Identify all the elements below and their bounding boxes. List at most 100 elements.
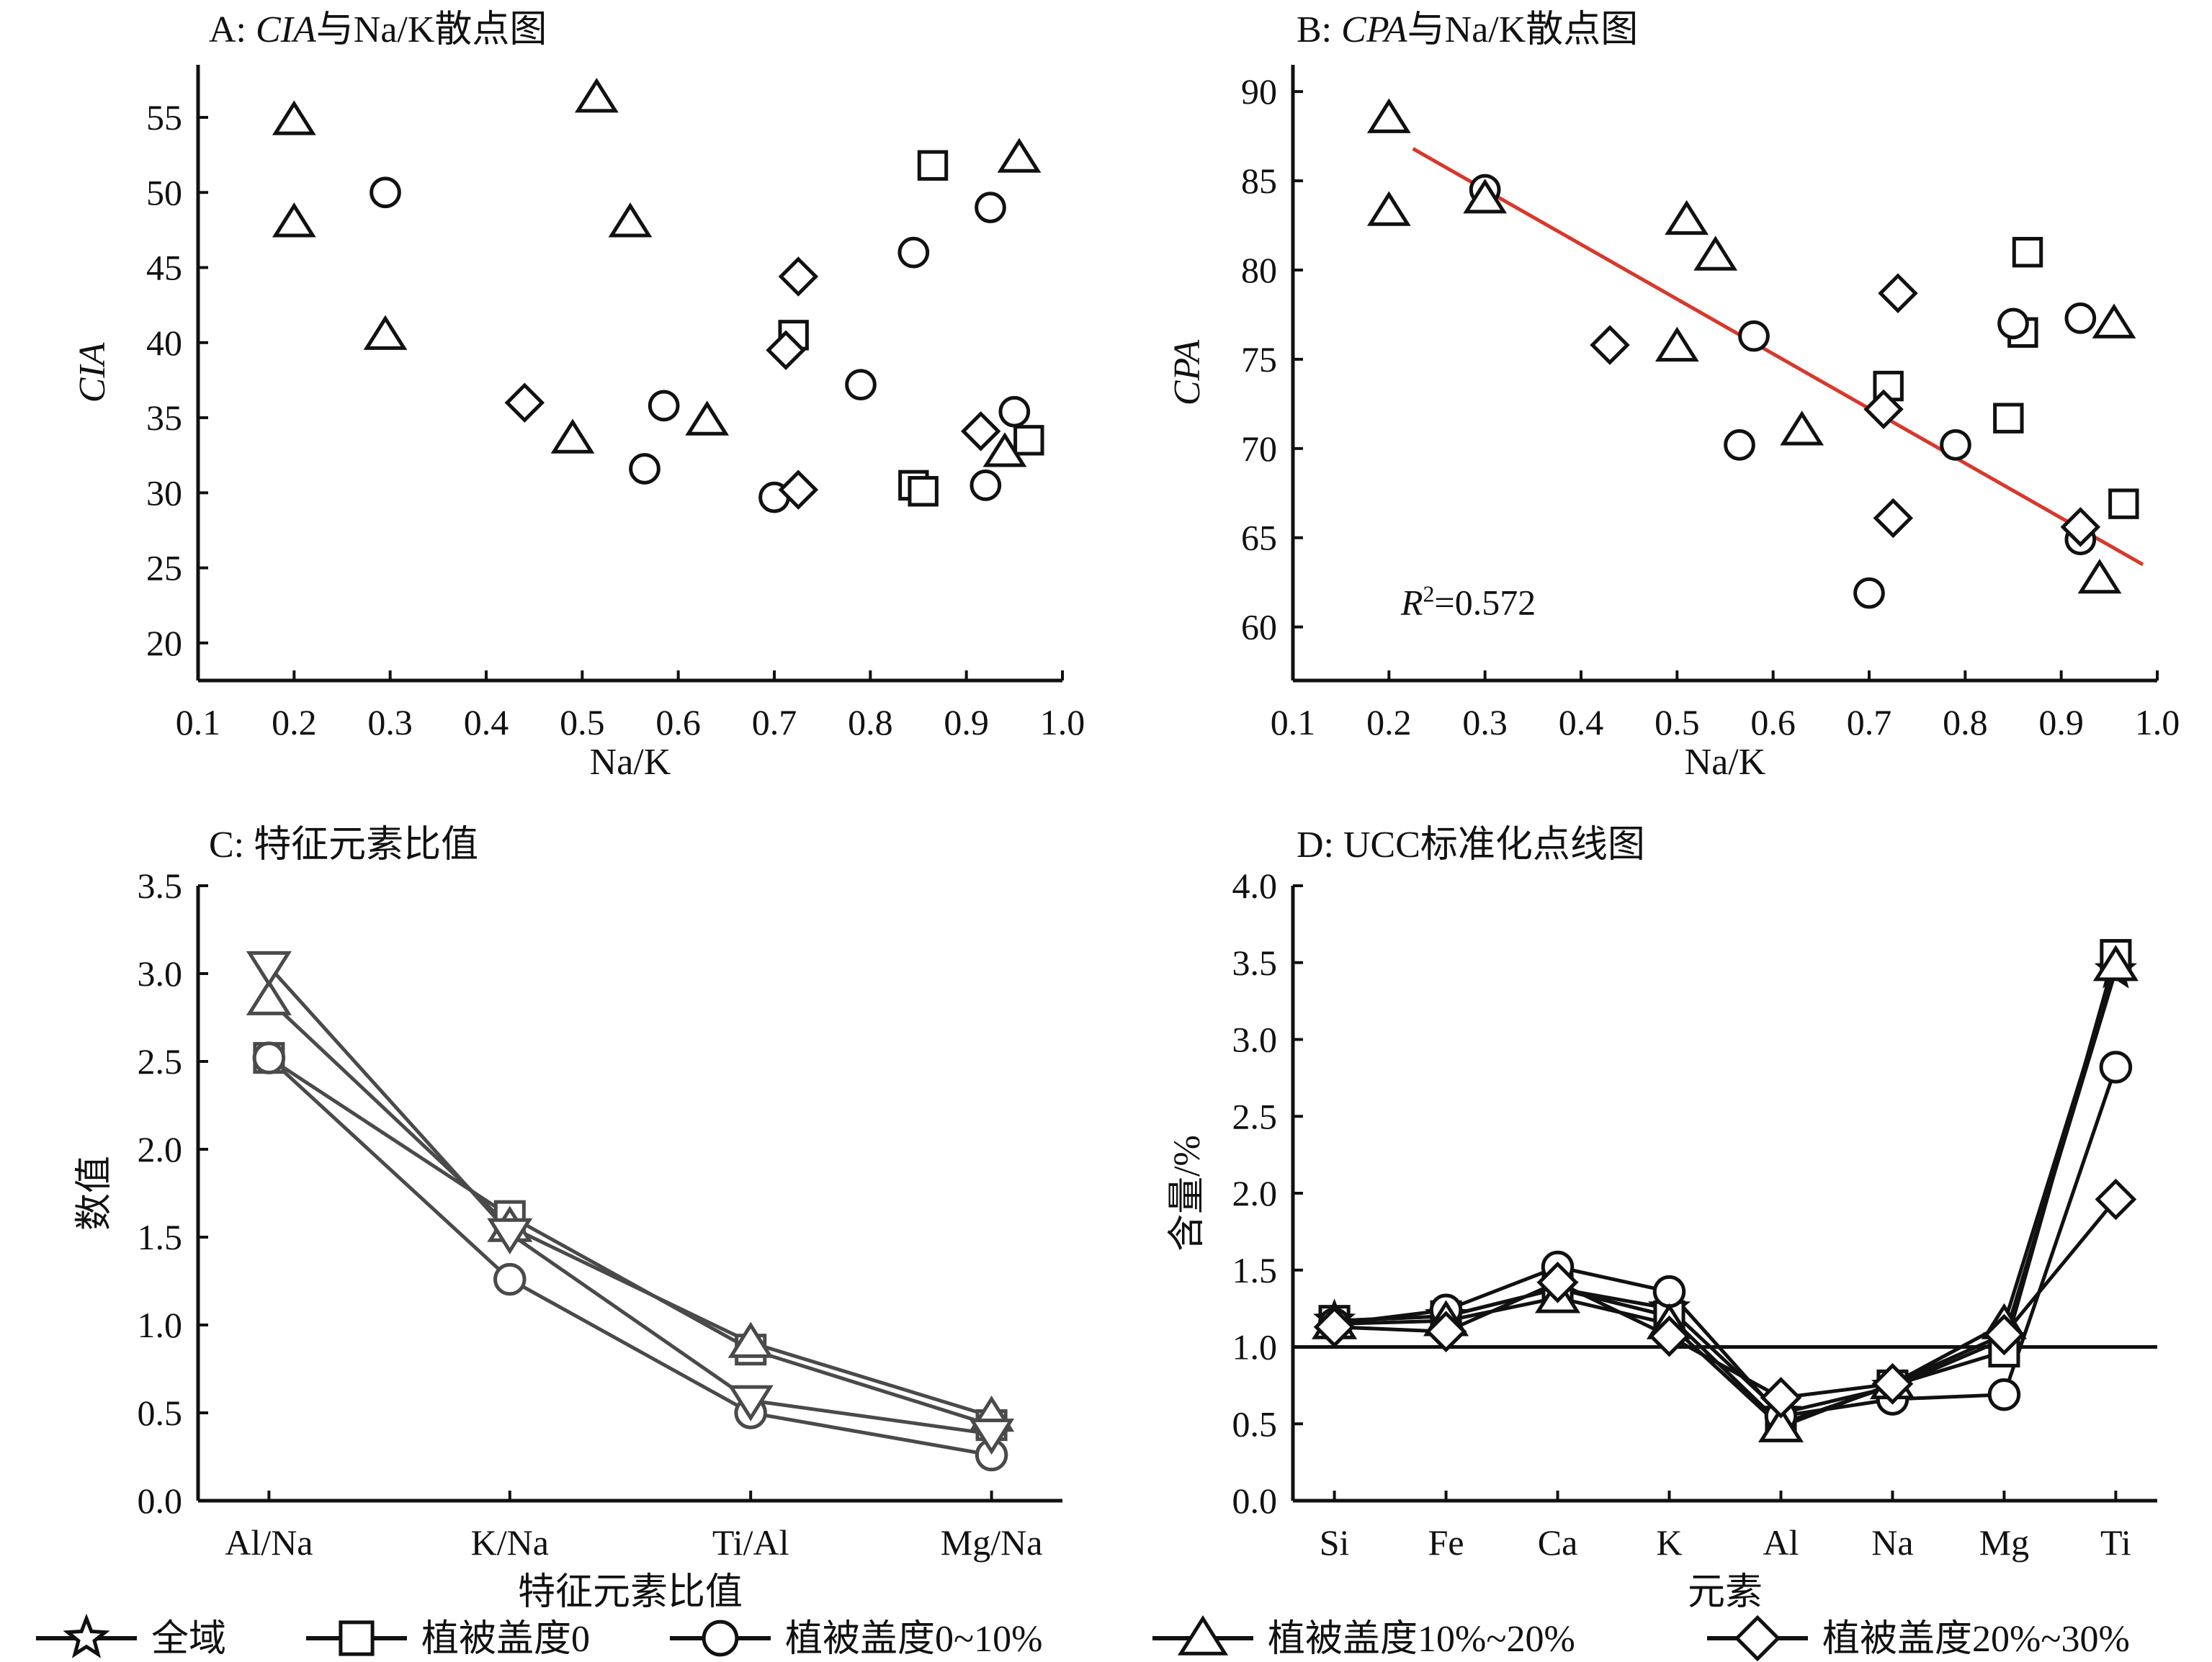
y-tick-label: 65 [1241,518,1277,558]
x-tick-label: 0.4 [464,702,509,742]
markers-triangle [246,979,1015,1432]
y-tick-label: 70 [1241,428,1277,469]
y-tick-label: 75 [1241,339,1277,379]
y-tick-label: 1.0 [138,1305,183,1345]
data-point-triangle [982,432,1027,467]
data-point-circle [493,1262,527,1296]
legend-label: 植被盖度20%~30% [1822,1619,2130,1660]
y-tick-label: 50 [146,172,182,212]
data-point-triangle [272,202,316,238]
y-tick-label: 20 [146,623,182,663]
title-suffix: 与Na/K散点图 [316,9,547,50]
data-point-triangle [2077,558,2122,594]
legend-marker-diamond [1734,1614,1781,1662]
x-tick-label: Na [1871,1522,1913,1563]
legend-item-circle: 植被盖度0~10% [670,1619,1042,1660]
legend: 全域 植被盖度0 植被盖度0~10% 植被盖度10%~20% 植被盖度20%~30% [36,1613,2130,1662]
x-axis-label: 元素 [1688,1572,1763,1613]
title-italic: CIA [256,9,316,50]
series-diamond [1590,273,2101,547]
legend-item-triangle: 植被盖度10%~20% [1152,1615,1575,1660]
y-tick-label: 60 [1241,607,1277,647]
series-triangle [1366,98,2136,594]
data-point-triangle [685,400,730,436]
y-tick-label: 0.5 [138,1393,183,1433]
title-prefix: B: [1297,9,1341,50]
data-point-square [2108,488,2139,519]
series-line-square [268,1056,993,1427]
r2-symbol: R [1400,582,1423,622]
data-point-triangle [1665,199,1709,235]
r2-superscript: 2 [1423,580,1435,606]
x-tick-label: 0.5 [1654,702,1700,742]
markers-invtriangle [246,951,1015,1455]
data-point-triangle [574,78,619,113]
data-point-triangle [1654,326,1699,362]
x-tick-label: Ti/Al [712,1522,789,1563]
y-tick-label: 35 [146,397,182,438]
data-point-triangle [1780,410,1824,446]
x-tick-label: 0.4 [1559,702,1604,742]
data-point-diamond [2060,507,2101,547]
x-axis-label: Na/K [1685,742,1766,783]
data-point-circle [252,1041,286,1074]
r2-value: =0.572 [1435,582,1536,622]
y-tick-label: 1.5 [138,1217,183,1257]
data-point-invtriangle [969,1418,1015,1455]
x-tick-label: Ti [2100,1522,2131,1563]
data-point-circle [1940,429,1971,461]
data-point-circle [648,390,680,422]
y-tick-label: 55 [146,97,182,138]
data-point-square [1013,425,1044,456]
data-point-diamond [1313,1306,1356,1348]
y-tick-label: 2.5 [138,1041,183,1082]
data-point-diamond [766,330,806,370]
legend-marker-star [63,1613,110,1658]
data-point-square [1993,403,2024,434]
x-tick-label: 0.7 [1847,702,1892,742]
y-tick-label: 25 [146,548,182,588]
trend-line [1412,147,2144,567]
data-point-triangle [2092,945,2139,982]
x-tick-label: 0.9 [2038,702,2084,742]
legend-item-star: 全域 [36,1613,226,1660]
data-point-triangle [608,202,653,238]
y-tick-label: 3.5 [1232,943,1278,983]
x-tick-label: 0.1 [176,702,221,742]
legend-label: 全域 [151,1619,226,1660]
data-point-triangle [1463,179,1508,214]
data-point-diamond [504,382,545,423]
x-tick-label: Mg [1979,1522,2029,1563]
x-tick-label: 0.8 [848,702,893,742]
r2-label: R2=0.572 [1400,580,1536,622]
data-point-triangle [2092,303,2136,338]
x-tick-label: 0.5 [560,702,605,742]
series-line-triangle [267,998,993,1419]
data-point-square [908,476,939,507]
data-point-circle [1987,1378,2021,1411]
legend-marker-circle [702,1620,739,1657]
data-point-circle [897,236,930,269]
x-tick-label: K/Na [471,1522,549,1563]
y-tick-label: 3.0 [1232,1020,1278,1060]
series-square [268,1056,993,1427]
data-point-invtriangle [487,1218,533,1254]
y-tick-label: 90 [1241,71,1277,112]
data-point-circle [2064,302,2097,334]
data-point-circle [370,176,401,209]
panel-c: C: 特征元素比值 0.0 0.5 1.0 1.5 2.0 2.5 3.0 3.5 Al/Na K/… [74,825,1062,1613]
x-tick-label: 0.2 [1366,702,1412,742]
data-point-diamond [1760,1377,1802,1419]
chart-title: C: 特征元素比值 [209,825,478,866]
data-point-diamond [1983,1313,2025,1356]
title-italic: CPA [1341,9,1407,50]
x-tick-label: 1.0 [1040,702,1085,742]
series-square [778,150,1044,507]
data-point-circle [1853,577,1885,609]
y-tick-label: 1.0 [1232,1327,1278,1367]
series-line-square [1334,954,2118,1427]
y-tick-label: 2.5 [1232,1096,1278,1136]
series-line-circle [1334,1066,2118,1419]
data-point-diamond [778,470,819,510]
